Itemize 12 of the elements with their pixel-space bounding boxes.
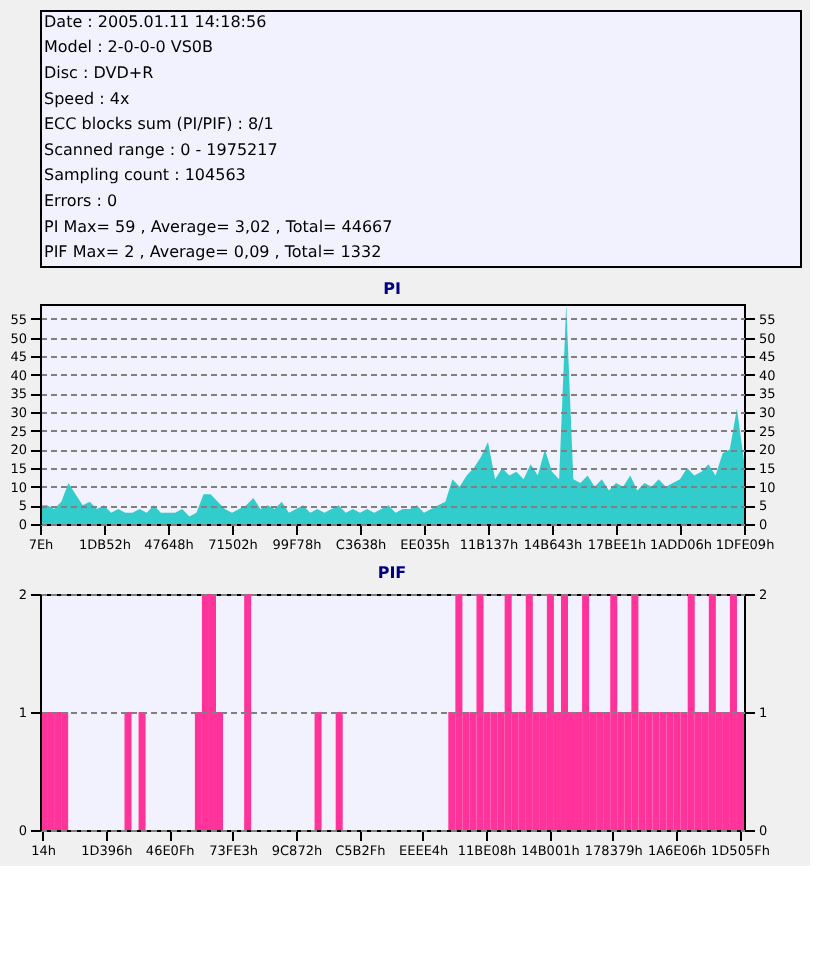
- text: Errors : 0: [44, 192, 118, 210]
- text: Model : 2-0-0-0 VS0B: [44, 38, 213, 57]
- text: Sampling count : 104563: [44, 166, 246, 185]
- text: ECC blocks sum (PI/PIF) : 8/1: [44, 115, 274, 134]
- text: Disc : DVD+R: [44, 64, 155, 82]
- text: Scanned range : 0 - 1975217: [44, 140, 278, 159]
- chart-title: PIF: [377, 564, 407, 582]
- text: Speed : 4x: [44, 89, 130, 108]
- text: PIF Max= 2 , Average= 0,09 , Total= 1332: [44, 243, 382, 262]
- text: Date : 2005.01.11 14:18:56: [44, 12, 267, 31]
- chart-title: PI: [383, 280, 401, 298]
- text: PI Max= 59 , Average= 3,02 , Total= 44667: [44, 217, 393, 236]
